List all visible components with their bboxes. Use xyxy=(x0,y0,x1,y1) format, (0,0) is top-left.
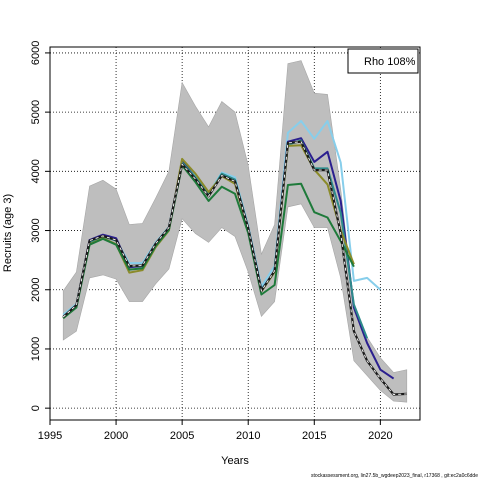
x-tick-label-2000: 2000 xyxy=(104,430,128,442)
y-tick-label-6000: 6000 xyxy=(30,41,42,65)
x-tick-label-1995: 1995 xyxy=(38,430,62,442)
series-line-green xyxy=(62,164,355,319)
y-tick-label-4000: 4000 xyxy=(30,159,42,183)
footnote: stockassessment.org, lin27.5b_wgdeep2023… xyxy=(311,473,478,479)
y-tick-label-1000: 1000 xyxy=(30,337,42,361)
series-line-base-dash xyxy=(62,141,407,395)
y-tick-label-5000: 5000 xyxy=(30,100,42,124)
series-layer xyxy=(62,120,407,396)
axes-layer: 1995 2000 2005 2010 2015 2020 0 1000 2000 3000 400… xyxy=(30,41,393,442)
y-tick-label-2000: 2000 xyxy=(30,277,42,301)
y-tick-label-0: 0 xyxy=(30,405,42,411)
confidence-band-layer xyxy=(62,60,408,403)
y-tick-label-3000: 3000 xyxy=(30,218,42,242)
x-tick-label-2010: 2010 xyxy=(236,430,260,442)
legend-box: Rho 108% xyxy=(347,48,419,74)
legend-label: Rho 108% xyxy=(364,56,416,68)
y-axis-title: Recruits (age 3) xyxy=(2,194,14,272)
plot-frame xyxy=(49,46,421,421)
legend-frame xyxy=(347,48,419,74)
confidence-band xyxy=(62,60,408,403)
x-tick-label-2020: 2020 xyxy=(368,430,392,442)
x-tick-label-2005: 2005 xyxy=(170,430,194,442)
x-axis-title: Years xyxy=(221,455,249,467)
x-tick-label-2015: 2015 xyxy=(302,430,326,442)
